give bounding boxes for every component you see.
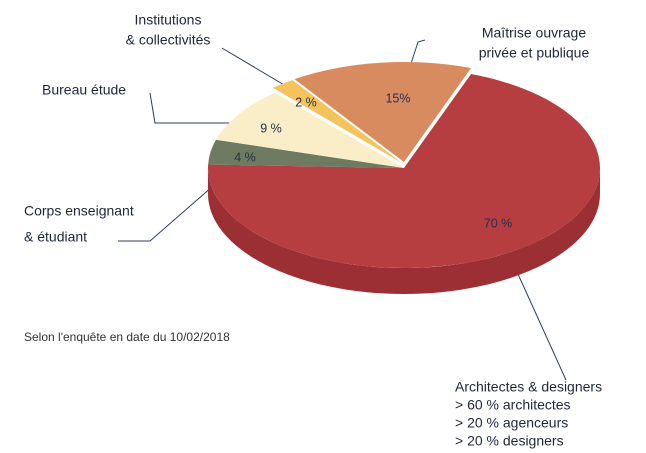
category-label: & étudiant [24, 229, 87, 245]
category-detail: > 20 % agenceurs [455, 415, 568, 431]
note: Selon l'enquête en date du 10/02/2018 [24, 330, 230, 344]
slice [272, 80, 402, 163]
value-label: 2 % [295, 95, 317, 109]
slice-side [208, 168, 600, 294]
category-label: Institutions [135, 12, 202, 28]
slice [294, 62, 472, 162]
value-label: 9 % [260, 121, 282, 135]
value-label: 70 % [484, 216, 513, 230]
leader-line [118, 165, 237, 242]
category-detail: > 20 % designers [455, 433, 564, 449]
category-detail: > 60 % architectes [455, 397, 571, 413]
category-label: Architectes & designers [455, 379, 602, 395]
category-label: privée et publique [479, 45, 590, 61]
slice [215, 92, 404, 168]
category-label: Bureau étude [42, 82, 126, 98]
slice [208, 139, 404, 168]
category-label: Corps enseignant [24, 203, 134, 219]
slice [207, 74, 600, 269]
value-label: 15% [385, 91, 410, 105]
leader-line [149, 92, 248, 124]
category-label: Maîtrise ouvrage [482, 25, 586, 41]
pie [207, 62, 600, 294]
category-label: & collectivités [126, 32, 211, 48]
value-label: 4 % [234, 150, 256, 164]
